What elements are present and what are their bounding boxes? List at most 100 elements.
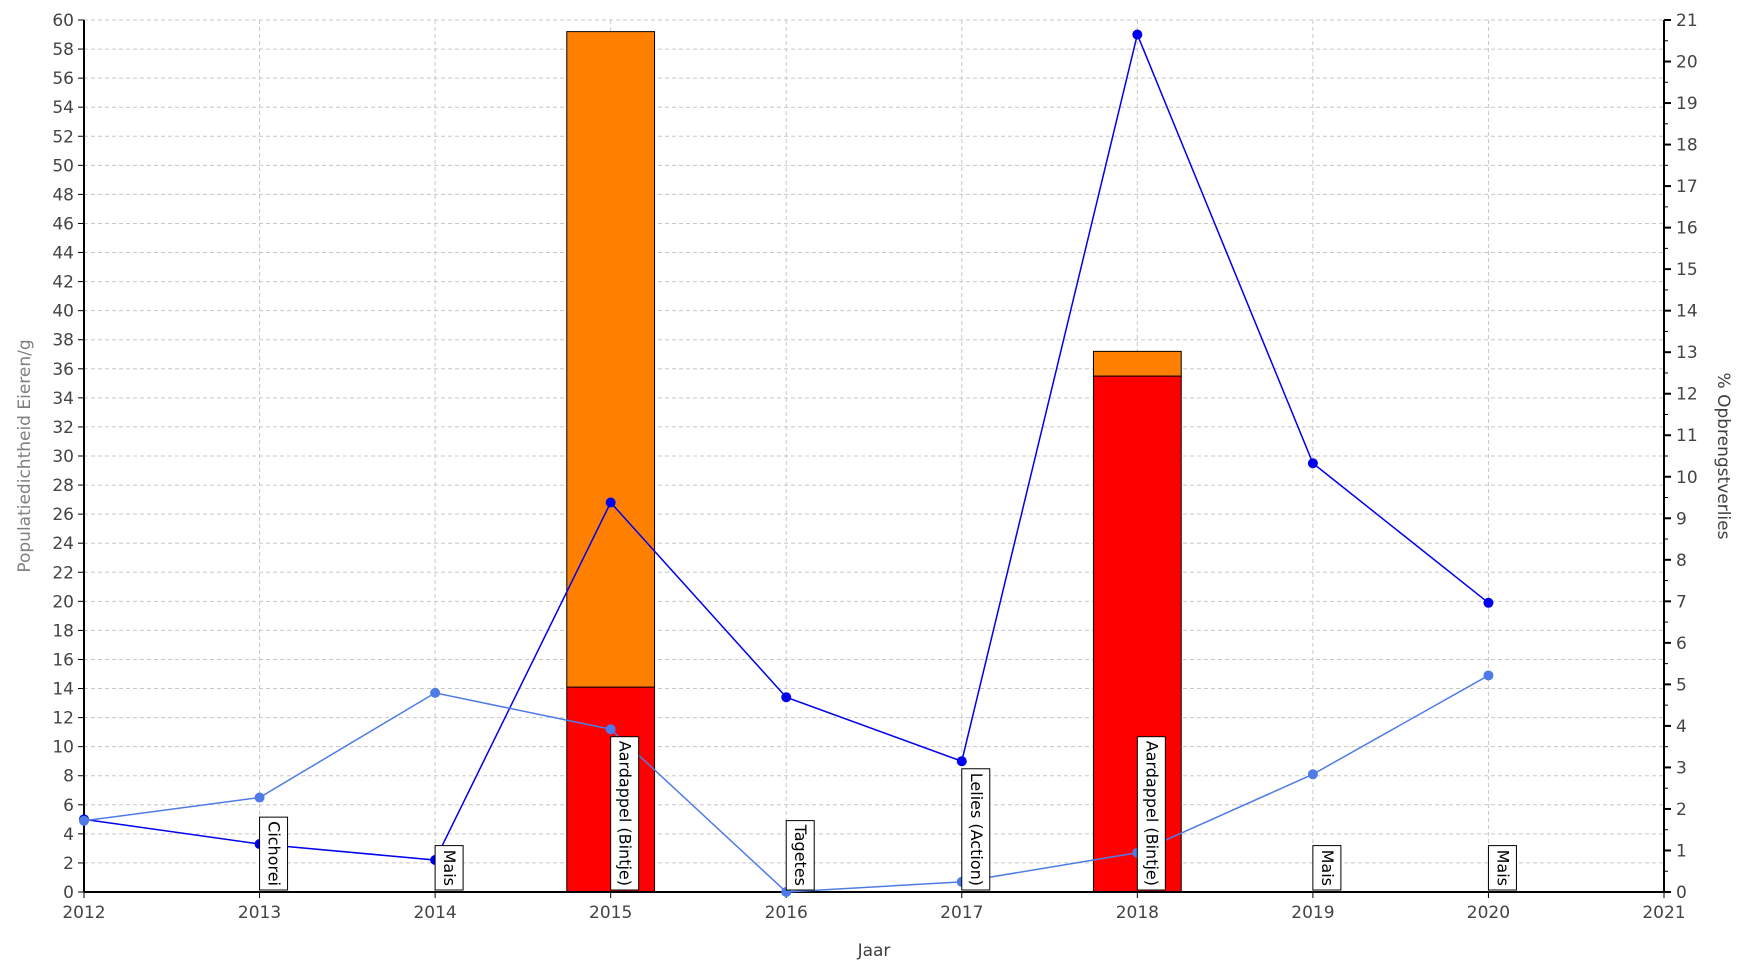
data-point (1307, 769, 1318, 780)
y-right-tick-label: 15 (1676, 260, 1698, 280)
y-left-tick-label: 22 (52, 563, 74, 583)
x-tick-label: 2012 (62, 903, 105, 923)
y-right-tick-label: 2 (1676, 800, 1687, 820)
data-point (1483, 597, 1494, 608)
bars (566, 31, 1182, 893)
y-axis-right-title: % Opbrengstverlies (1713, 373, 1733, 540)
crop-label: Lelies (Action) (961, 768, 991, 891)
data-point (956, 756, 967, 767)
y-right-tick-label: 16 (1676, 219, 1698, 239)
y-right-tick-label: 0 (1676, 883, 1687, 903)
y-right-tick-label: 17 (1676, 177, 1698, 197)
x-tick-label: 2014 (413, 903, 456, 923)
y-left-tick-label: 48 (52, 185, 74, 205)
data-point (1483, 670, 1494, 681)
y-left-tick-label: 42 (52, 273, 74, 293)
crop-label-text: Aardappel (Bintje) (1142, 741, 1161, 886)
lines (79, 29, 1494, 897)
data-point (430, 687, 441, 698)
data-point (781, 692, 792, 703)
y-axis-left-title: Populatiedichtheid Eieren/g (15, 339, 35, 572)
y-right-tick-label: 13 (1676, 343, 1698, 363)
y-left-tick-label: 40 (52, 302, 74, 322)
crop-label-text: Mais (440, 850, 459, 886)
crop-label-box (1312, 845, 1342, 891)
crop-label-text: Mais (1318, 850, 1337, 886)
x-tick-label: 2019 (1291, 903, 1334, 923)
y-left-tick-label: 8 (63, 767, 74, 787)
y-left-tick-label: 12 (52, 709, 74, 729)
bar-segment (566, 31, 656, 688)
bar-segment (1092, 350, 1182, 377)
y-left-tick-label: 60 (52, 11, 74, 31)
grid (84, 19, 1665, 892)
crop-label-box (1487, 845, 1517, 891)
y-left-tick-label: 2 (63, 854, 74, 874)
y-right-tick-label: 8 (1676, 551, 1687, 571)
y-left-tick-label: 58 (52, 40, 74, 60)
x-axis-title: Jaar (857, 941, 891, 961)
y-right-tick-label: 14 (1676, 302, 1698, 322)
y-left-tick-label: 52 (52, 127, 74, 147)
y-right-tick-label: 10 (1676, 468, 1698, 488)
y-right-tick-label: 20 (1676, 53, 1698, 73)
x-tick-label: 2016 (765, 903, 808, 923)
y-left-tick-label: 18 (52, 621, 74, 641)
data-point (1132, 29, 1143, 40)
y-right-tick-label: 3 (1676, 758, 1687, 778)
crop-label: Aardappel (Bintje) (1136, 736, 1166, 891)
crop-label-box (434, 845, 464, 891)
y-left-tick-label: 28 (52, 476, 74, 496)
y-right-tick-label: 9 (1676, 509, 1687, 529)
y-left-tick-label: 24 (52, 534, 74, 554)
y-left-tick-label: 14 (52, 680, 74, 700)
y-left-tick-label: 30 (52, 447, 74, 467)
data-point (254, 792, 265, 803)
y-right-tick-label: 18 (1676, 136, 1698, 156)
data-point (605, 497, 616, 508)
data-point (1307, 458, 1318, 469)
data-point (79, 815, 89, 826)
y-right-tick-label: 21 (1676, 11, 1698, 31)
y-left-tick-label: 20 (52, 592, 74, 612)
crop-label-text: Lelies (Action) (967, 773, 986, 886)
y-left-tick-label: 34 (52, 389, 74, 409)
crop-label-text: Cichorei (265, 821, 284, 886)
y-left-tick-label: 38 (52, 331, 74, 351)
y-left-tick-label: 26 (52, 505, 74, 525)
crop-label-box (961, 768, 991, 891)
y-left-tick-label: 32 (52, 418, 74, 438)
crop-label-text: Aardappel (Bintje) (616, 741, 635, 886)
x-tick-label: 2020 (1467, 903, 1510, 923)
crop-label: Mais (1487, 845, 1517, 891)
y-left-tick-label: 36 (52, 360, 74, 380)
y-right-tick-label: 7 (1676, 592, 1687, 612)
crop-label: Aardappel (Bintje) (610, 736, 640, 891)
y-left-tick-label: 54 (52, 98, 74, 118)
x-tick-label: 2015 (589, 903, 632, 923)
y-left-tick-label: 50 (52, 156, 74, 176)
crop-label-box (610, 736, 640, 891)
y-right-tick-label: 1 (1676, 841, 1687, 861)
y-left-tick-label: 56 (52, 69, 74, 89)
crop-label-text: Mais (1493, 850, 1512, 886)
y-right-tick-label: 6 (1676, 634, 1687, 654)
y-right-tick-label: 11 (1676, 426, 1698, 446)
crop-label: Tagetes (785, 820, 815, 891)
crop-label: Mais (1312, 845, 1342, 891)
y-right-tick-label: 4 (1676, 717, 1687, 737)
x-tick-label: 2018 (1116, 903, 1159, 923)
crop-labels: Cichorei Mais Aardappel (Bintje) Tagetes Lel… (259, 736, 1517, 891)
x-tick-label: 2021 (1642, 903, 1685, 923)
y-left-tick-label: 46 (52, 214, 74, 234)
y-left-tick-label: 0 (63, 883, 74, 903)
y-left-tick-label: 16 (52, 650, 74, 670)
data-point (605, 724, 616, 735)
crop-label-box (1136, 736, 1166, 891)
crop-label-box (785, 820, 815, 891)
y-left-tick-label: 6 (63, 796, 74, 816)
y-right-tick-label: 19 (1676, 94, 1698, 114)
y-right-tick-label: 5 (1676, 675, 1687, 695)
y-left-tick-label: 44 (52, 244, 74, 264)
